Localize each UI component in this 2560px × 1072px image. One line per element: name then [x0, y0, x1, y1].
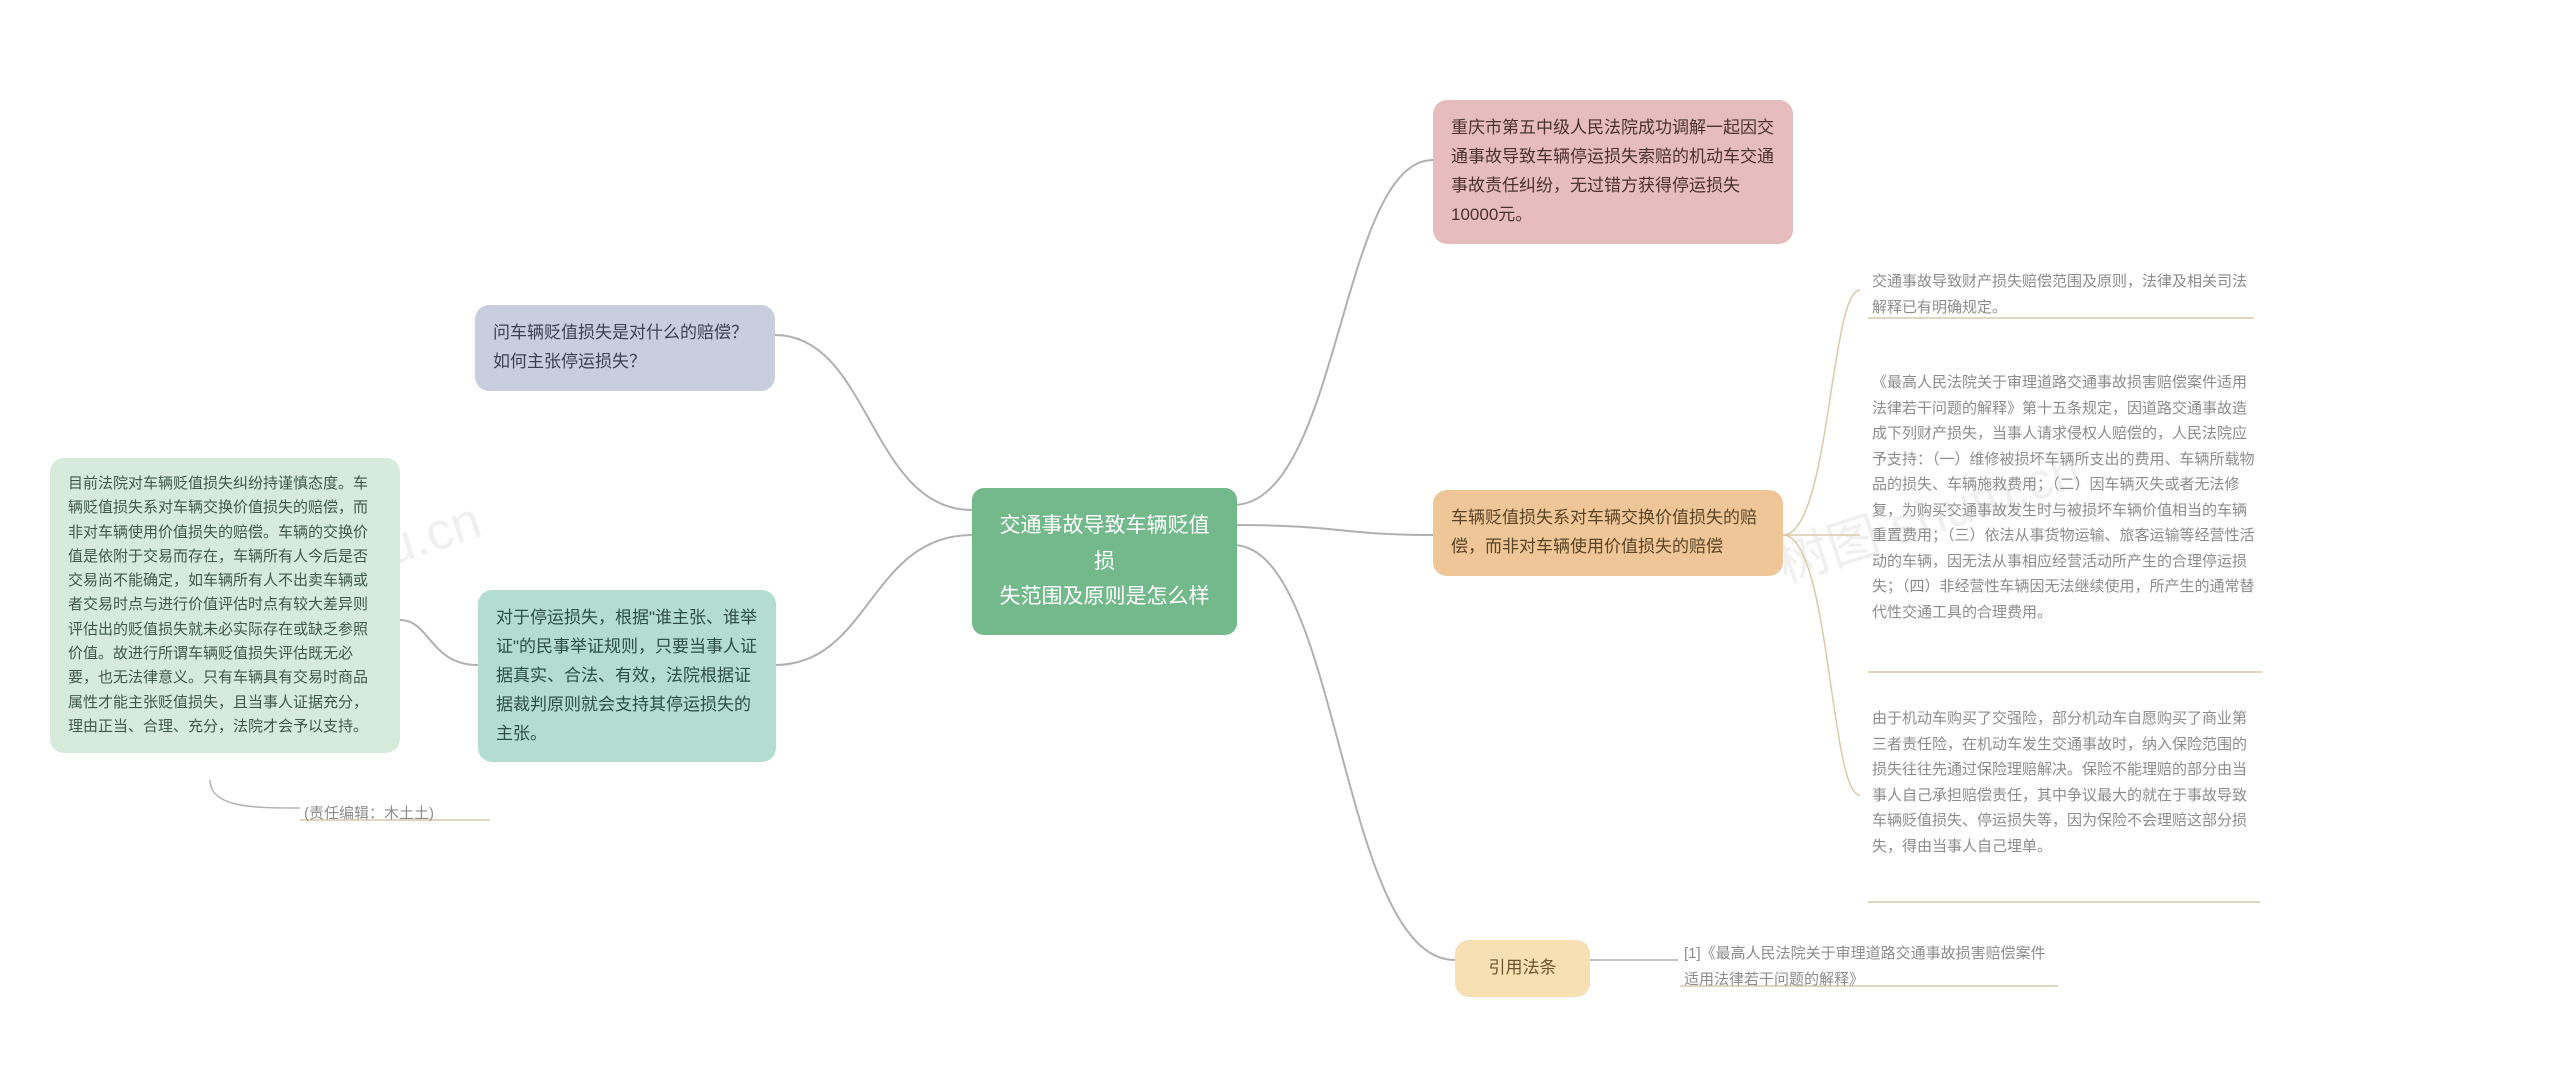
leaf-orange-1: 交通事故导致财产损失赔偿范围及原则，法律及相关司法解释已有明确规定。: [1868, 263, 2256, 326]
node-lightorange: 引用法条: [1455, 940, 1590, 997]
node-teal: 对于停运损失，根据"谁主张、谁举证"的民事举证规则，只要当事人证据真实、合法、有…: [478, 590, 776, 762]
center-line1: 交通事故导致车辆贬值损: [1000, 514, 1210, 573]
center-line2: 失范围及原则是怎么样: [1000, 585, 1210, 608]
node-blue: 问车辆贬值损失是对什么的赔偿？如何主张停运损失？: [475, 305, 775, 391]
leaf-orange-3-text: 由于机动车购买了交强险，部分机动车自愿购买了商业第三者责任险，在机动车发生交通事…: [1872, 710, 2247, 855]
node-orange-text: 车辆贬值损失系对车辆交换价值损失的赔偿，而非对车辆使用价值损失的赔偿: [1451, 508, 1757, 556]
leaf-lightorange-1-text: [1]《最高人民法院关于审理道路交通事故损害赔偿案件适用法律若干问题的解释》: [1684, 945, 2046, 988]
leaf-orange-2: 《最高人民法院关于审理道路交通事故损害赔偿案件适用法律若干问题的解释》第十五条规…: [1868, 364, 2263, 631]
node-lightorange-text: 引用法条: [1489, 958, 1557, 977]
node-pink-text: 重庆市第五中级人民法院成功调解一起因交通事故导致车辆停运损失索赔的机动车交通事故…: [1451, 118, 1774, 224]
leaf-orange-3: 由于机动车购买了交强险，部分机动车自愿购买了商业第三者责任险，在机动车发生交通事…: [1868, 700, 2261, 865]
node-mint-text: 目前法院对车辆贬值损失纠纷持谨慎态度。车辆贬值损失系对车辆交换价值损失的赔偿，而…: [68, 475, 368, 735]
leaf-lightorange-1: [1]《最高人民法院关于审理道路交通事故损害赔偿案件适用法律若干问题的解释》: [1680, 935, 2060, 998]
leaf-orange-1-text: 交通事故导致财产损失赔偿范围及原则，法律及相关司法解释已有明确规定。: [1872, 273, 2247, 316]
center-node: 交通事故导致车辆贬值损 失范围及原则是怎么样: [972, 488, 1237, 635]
leaf-mint-editor: (责任编辑：木土土): [300, 795, 495, 833]
node-teal-text: 对于停运损失，根据"谁主张、谁举证"的民事举证规则，只要当事人证据真实、合法、有…: [496, 608, 757, 743]
leaf-mint-editor-text: (责任编辑：木土土): [304, 805, 434, 822]
node-blue-text: 问车辆贬值损失是对什么的赔偿？如何主张停运损失？: [493, 323, 748, 371]
node-mint: 目前法院对车辆贬值损失纠纷持谨慎态度。车辆贬值损失系对车辆交换价值损失的赔偿，而…: [50, 458, 400, 753]
leaf-orange-2-text: 《最高人民法院关于审理道路交通事故损害赔偿案件适用法律若干问题的解释》第十五条规…: [1872, 374, 2255, 621]
node-orange: 车辆贬值损失系对车辆交换价值损失的赔偿，而非对车辆使用价值损失的赔偿: [1433, 490, 1783, 576]
node-pink: 重庆市第五中级人民法院成功调解一起因交通事故导致车辆停运损失索赔的机动车交通事故…: [1433, 100, 1793, 244]
